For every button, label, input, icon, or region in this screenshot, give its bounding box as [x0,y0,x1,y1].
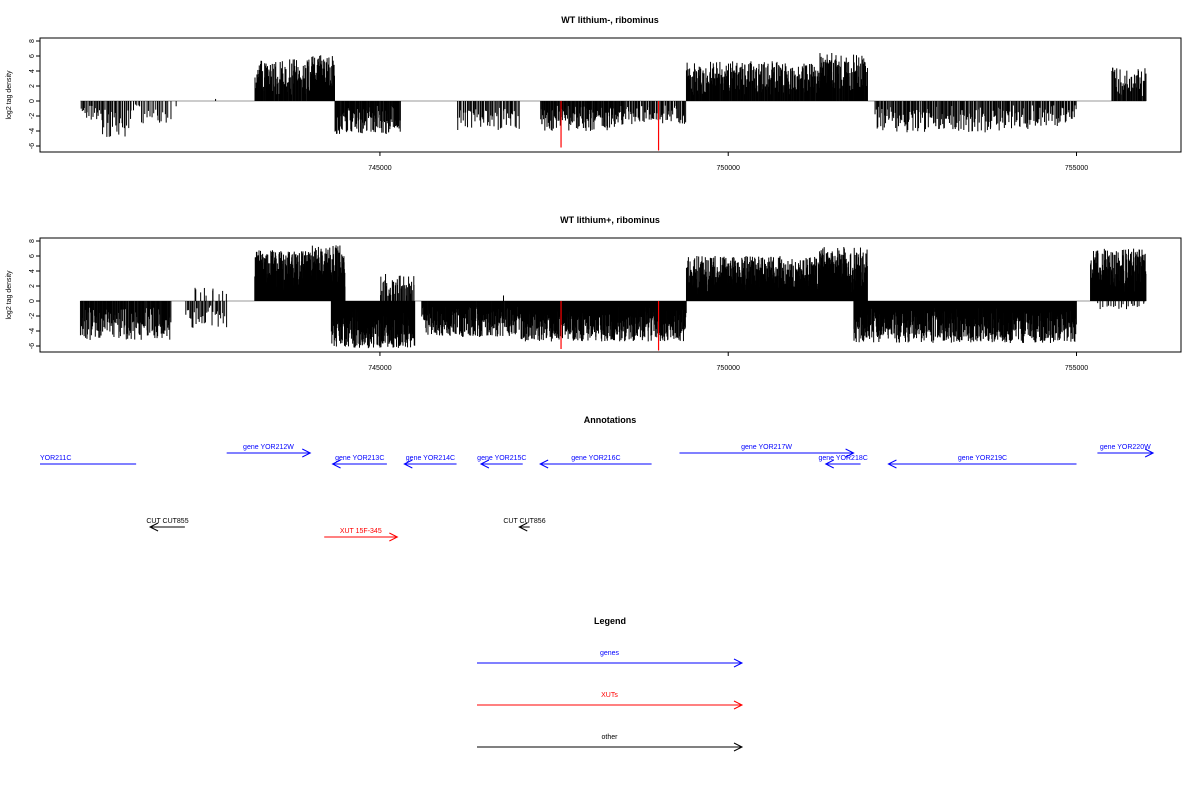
x-tick-label: 745000 [368,365,391,372]
legend-items: genes XUTs other [477,650,744,752]
annotation-feature: gene YOR212W [226,444,312,458]
annotations-panel: Annotations YOR211C gene YOR212W gene YOR2… [40,415,1155,542]
legend-arrowhead [733,700,744,710]
feature-label: gene YOR216C [571,455,620,462]
x-tick-label: 755000 [1065,165,1088,172]
legend-item: XUTs [477,692,744,710]
feature-arrowhead [845,448,855,458]
legend-label: XUTs [601,692,618,699]
coverage-panel-2: WT lithium+, ribominus log2 tag density … [6,215,1182,372]
annotation-feature: CUT CUT855 [146,518,189,532]
feature-label: CUT CUT855 [146,518,188,525]
legend-item: genes [477,650,744,668]
y-tick-label: -2 [29,313,36,319]
feature-label: gene YOR217W [741,444,792,451]
feature-arrowhead [389,532,399,542]
annotation-feature: gene YOR213C [331,455,387,469]
annotation-feature: XUT 15F-345 [324,528,399,542]
feature-label: XUT 15F-345 [340,528,382,535]
panel-1-bars [80,53,1147,151]
feature-label: gene YOR212W [243,444,294,451]
feature-label: gene YOR219C [958,455,1007,462]
annotation-feature: gene YOR218C [819,455,868,469]
y-tick-label: -4 [29,128,36,134]
feature-arrowhead [302,448,312,458]
panel-1-ylabel: log2 tag density [6,70,13,120]
feature-arrowhead [1144,448,1155,458]
annotation-feature: gene YOR216C [539,455,652,469]
x-tick-label: 755000 [1065,365,1088,372]
y-tick-label: 2 [29,284,36,288]
y-tick-label: -2 [29,113,36,119]
feature-arrowhead [148,522,159,532]
annotation-feature: YOR211C [40,455,137,465]
y-tick-label: -6 [29,343,36,349]
legend-label: genes [600,650,620,657]
feature-arrowhead [887,459,897,469]
feature-arrowhead [403,459,413,469]
panel-2-bars [79,245,1147,351]
feature-label: CUT CUT856 [503,518,545,525]
feature-label: gene YOR220W [1100,444,1151,451]
feature-arrowhead [539,459,549,469]
panel-2-title: WT lithium+, ribominus [560,215,660,225]
y-tick-label: 0 [29,99,36,103]
y-tick-label: 8 [29,39,36,43]
legend-label: other [602,734,619,741]
feature-arrowhead [824,459,834,469]
feature-label: gene YOR213C [335,455,384,462]
y-tick-label: 2 [29,84,36,88]
annotation-feature: gene YOR220W [1097,444,1155,458]
y-tick-label: 4 [29,69,36,73]
feature-arrowhead [479,459,490,469]
feature-arrowhead [331,459,341,469]
legend-arrowhead [733,658,744,668]
y-tick-label: 0 [29,299,36,303]
y-tick-label: -6 [29,143,36,149]
feature-arrowhead [518,522,528,532]
annotation-tracks: YOR211C gene YOR212W gene YOR213C gene YOR2… [40,444,1155,542]
annotation-feature: gene YOR217W [679,444,855,458]
panel-1-y-axis: -6 -4 -2 0 2 4 6 8 [29,39,40,149]
panel-1-frame [39,37,1182,153]
annotation-feature: gene YOR219C [887,455,1077,469]
y-tick-label: 4 [29,269,36,273]
feature-label: YOR211C [40,455,71,462]
panel-1-title: WT lithium-, ribominus [561,15,659,25]
y-tick-label: 6 [29,254,36,258]
panel-2-x-axis: 745000 750000 755000 [368,352,1088,372]
feature-label: gene YOR218C [819,455,868,462]
panel-2-y-axis: -6 -4 -2 0 2 4 6 8 [29,239,40,349]
annotation-feature: CUT CUT856 [503,518,546,532]
annotations-title: Annotations [584,415,637,425]
y-tick-label: -4 [29,328,36,334]
x-tick-label: 750000 [717,365,740,372]
annotation-feature: gene YOR215C [477,455,526,469]
legend-panel: Legend genes XUTs other [477,616,744,752]
legend-item: other [477,734,744,752]
panel-2-frame [39,237,1182,353]
annotation-feature: gene YOR214C [403,455,457,469]
legend-arrowhead [733,742,744,752]
coverage-panel-1: WT lithium-, ribominus log2 tag density … [6,15,1182,172]
legend-title: Legend [594,616,626,626]
x-tick-label: 750000 [717,165,740,172]
feature-label: gene YOR215C [477,455,526,462]
feature-label: gene YOR214C [406,455,455,462]
y-tick-label: 8 [29,239,36,243]
y-tick-label: 6 [29,54,36,58]
x-tick-label: 745000 [368,165,391,172]
panel-2-ylabel: log2 tag density [6,270,13,320]
panel-1-x-axis: 745000 750000 755000 [368,152,1088,172]
